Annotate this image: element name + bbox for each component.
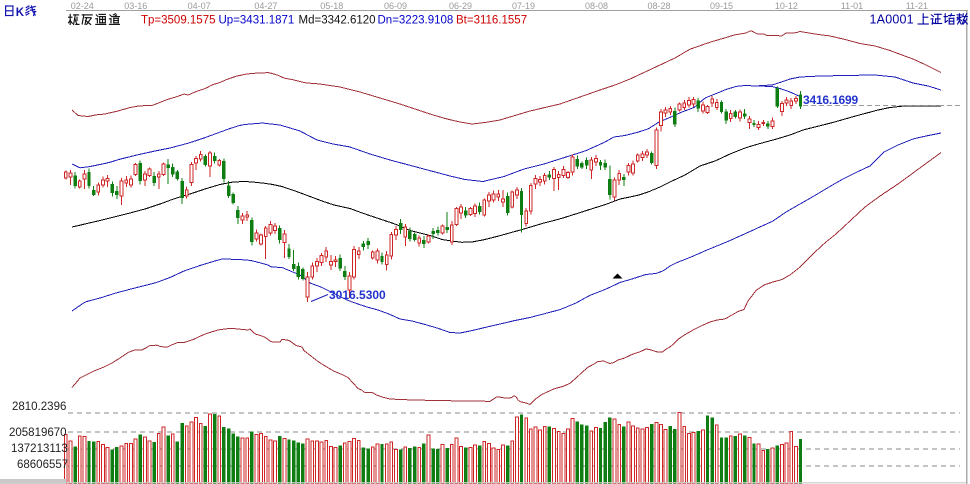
svg-text:3016.5300: 3016.5300 <box>329 288 386 302</box>
svg-text:Md=3342.6120: Md=3342.6120 <box>299 15 376 27</box>
svg-text:Tp=3509.1575: Tp=3509.1575 <box>141 15 216 27</box>
svg-text:1A0001: 1A0001 <box>870 13 914 27</box>
svg-text:205819670: 205819670 <box>9 427 67 439</box>
svg-text:2810.2396: 2810.2396 <box>12 401 66 413</box>
svg-text:3416.1699: 3416.1699 <box>803 93 858 107</box>
svg-text:68606557: 68606557 <box>17 459 68 471</box>
svg-text:Dn=3223.9108: Dn=3223.9108 <box>378 15 454 27</box>
svg-text:137213113: 137213113 <box>11 443 68 455</box>
svg-text:Bt=3116.1557: Bt=3116.1557 <box>456 15 527 27</box>
svg-text:Up=3431.1871: Up=3431.1871 <box>219 15 295 27</box>
svg-text:K: K <box>16 7 25 19</box>
